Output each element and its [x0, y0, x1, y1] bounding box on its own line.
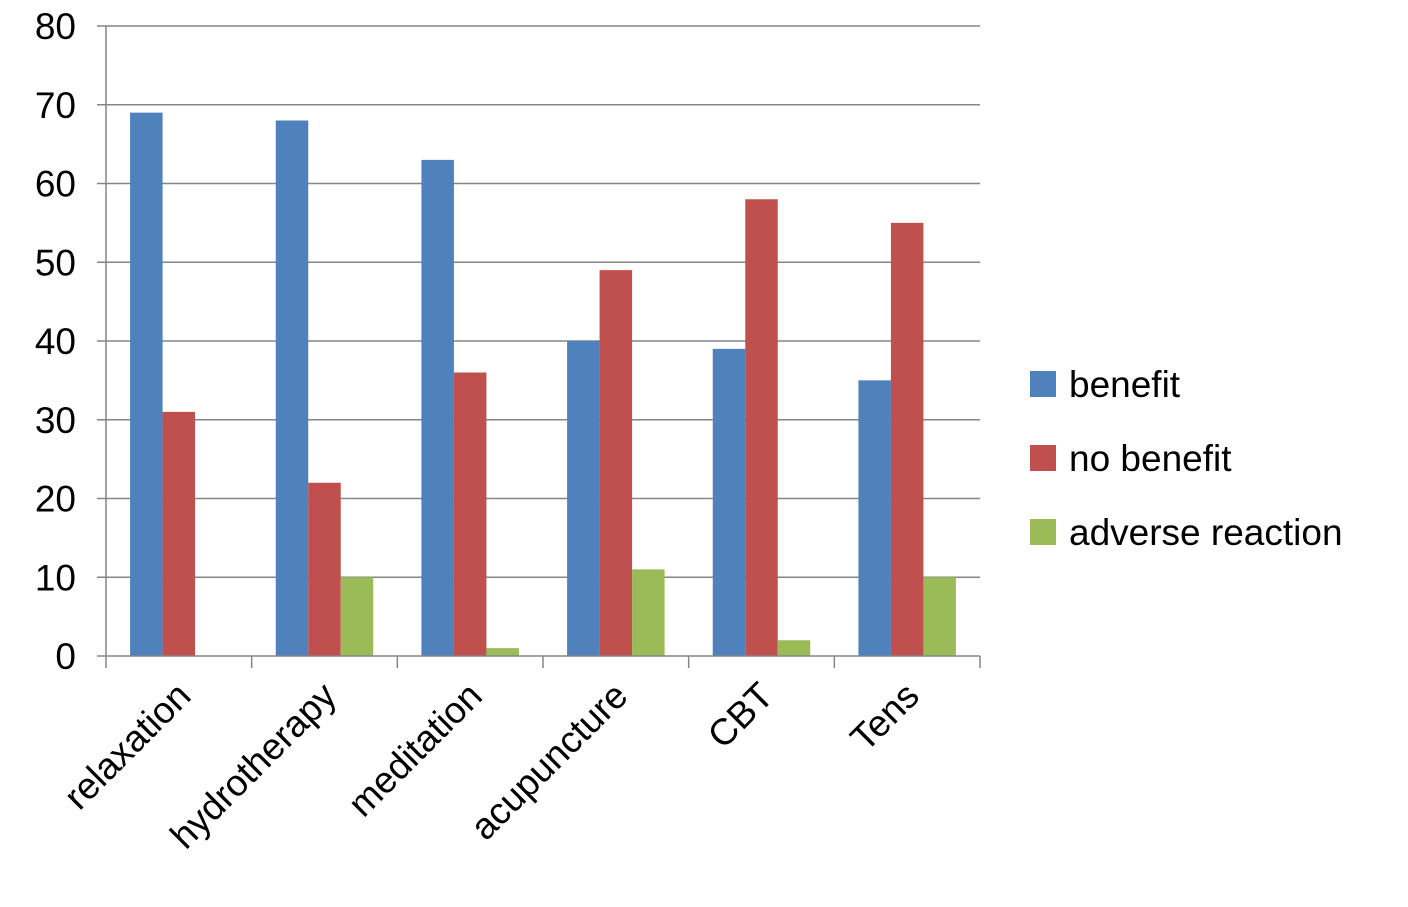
y-tick-label: 0 [55, 636, 76, 677]
y-tick-label: 20 [35, 479, 76, 520]
x-tick-label: Tens [843, 675, 927, 759]
bar-no-benefit-relaxation [162, 411, 196, 656]
bar-adverse-reaction-hydrotherapy [340, 577, 374, 656]
bar-adverse-reaction-Tens [923, 577, 956, 656]
bar-benefit-acupuncture [567, 341, 600, 656]
legend-swatch [1030, 445, 1056, 471]
bar-adverse-reaction-CBT [777, 640, 811, 656]
bar-benefit-meditation [421, 159, 454, 656]
y-axis-tick-labels: 0 10 20 30 40 50 60 70 80 [35, 6, 76, 677]
bar-benefit-CBT [712, 348, 746, 656]
y-tick-label: 80 [35, 6, 76, 47]
y-tick-label: 40 [35, 321, 76, 362]
y-tick-label: 30 [35, 400, 76, 441]
y-tick-label: 70 [35, 85, 76, 126]
x-tick-label: relaxation [56, 675, 198, 817]
y-tick-label: 10 [35, 557, 76, 598]
bar-adverse-reaction-meditation [486, 648, 519, 656]
legend-label: adverse reaction [1069, 512, 1343, 553]
x-axis-tick-labels: relaxationhydrotherapymeditationacupunct… [56, 674, 927, 856]
bars [130, 112, 956, 656]
bar-no-benefit-CBT [745, 199, 778, 656]
bar-no-benefit-hydrotherapy [308, 482, 341, 656]
legend-swatch [1030, 519, 1056, 545]
axes [97, 25, 981, 668]
bar-no-benefit-acupuncture [599, 270, 633, 656]
x-tick-label: acupuncture [462, 675, 635, 848]
x-tick-label: meditation [340, 675, 490, 825]
legend: benefit no benefit adverse reaction [1030, 364, 1343, 553]
bar-no-benefit-meditation [453, 372, 487, 656]
y-tick-label: 60 [35, 164, 76, 205]
bar-adverse-reaction-acupuncture [632, 569, 665, 656]
legend-label: no benefit [1069, 438, 1232, 479]
gridlines [106, 25, 980, 578]
bar-no-benefit-Tens [890, 222, 924, 656]
bar-benefit-Tens [858, 380, 891, 656]
x-tick-label: CBT [700, 675, 781, 756]
bar-benefit-relaxation [130, 112, 163, 656]
y-tick-label: 50 [35, 242, 76, 283]
legend-swatch [1030, 371, 1056, 397]
bar-benefit-hydrotherapy [275, 120, 309, 656]
legend-label: benefit [1069, 364, 1181, 405]
